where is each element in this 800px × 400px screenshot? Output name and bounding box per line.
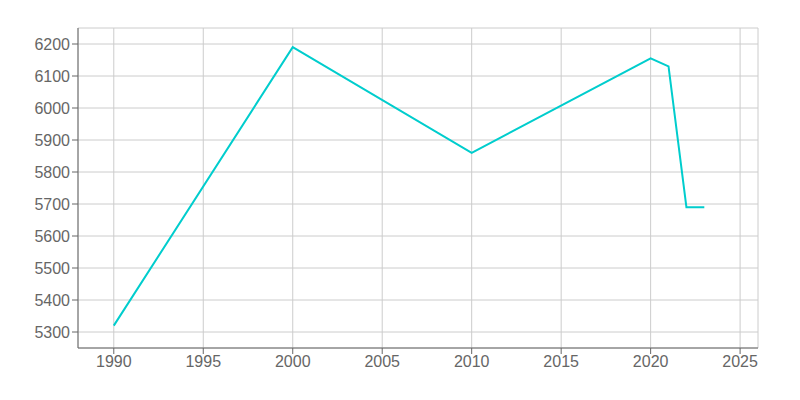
svg-text:5700: 5700 [34, 196, 70, 213]
svg-text:1995: 1995 [185, 353, 221, 370]
svg-text:2025: 2025 [722, 353, 758, 370]
svg-text:1990: 1990 [96, 353, 132, 370]
svg-text:2020: 2020 [633, 353, 669, 370]
svg-text:2005: 2005 [364, 353, 400, 370]
svg-text:2010: 2010 [454, 353, 490, 370]
svg-text:5500: 5500 [34, 260, 70, 277]
svg-text:5800: 5800 [34, 164, 70, 181]
svg-text:6000: 6000 [34, 100, 70, 117]
svg-text:5900: 5900 [34, 132, 70, 149]
svg-text:6200: 6200 [34, 36, 70, 53]
svg-text:2015: 2015 [543, 353, 579, 370]
svg-text:5300: 5300 [34, 324, 70, 341]
svg-text:5600: 5600 [34, 228, 70, 245]
svg-text:2000: 2000 [275, 353, 311, 370]
svg-text:6100: 6100 [34, 68, 70, 85]
svg-text:5400: 5400 [34, 292, 70, 309]
